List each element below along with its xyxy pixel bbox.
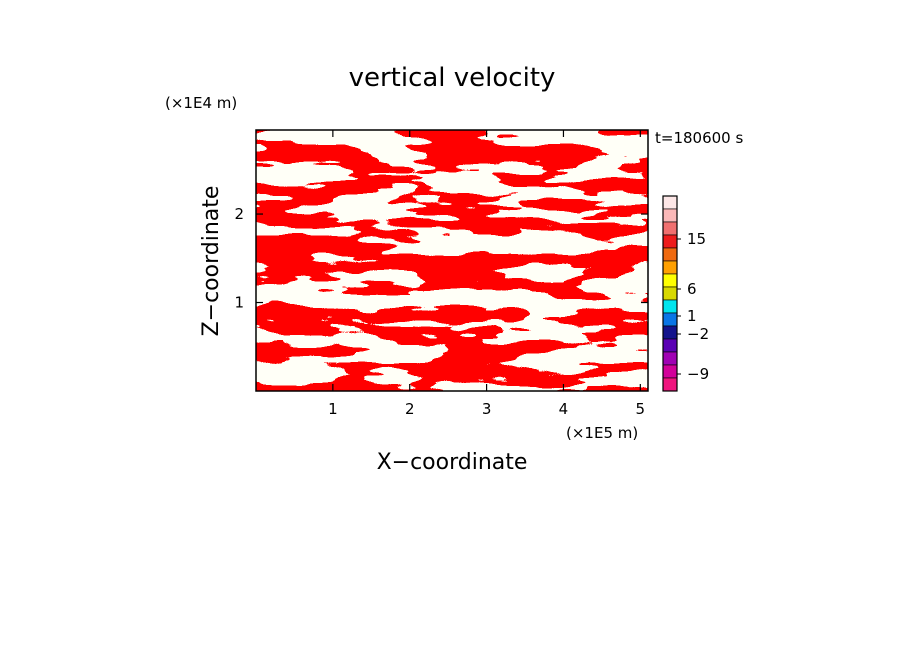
colorbar-band (662, 260, 678, 275)
colorbar-label: −2 (687, 325, 709, 343)
plot-area (255, 129, 649, 392)
x-scale-label: (×1E5 m) (566, 424, 638, 442)
x-axis-ticks: 1 2 3 4 5 (328, 130, 645, 418)
colorbar-band (662, 273, 678, 288)
colorbar-label: 1 (687, 307, 697, 325)
x-tick-label: 2 (405, 400, 415, 418)
y-tick-label: 1 (234, 294, 244, 312)
colorbar-band (662, 247, 678, 262)
x-tick-label: 4 (559, 400, 569, 418)
colorbar-label: 15 (687, 230, 706, 248)
y-scale-label: (×1E4 m) (165, 94, 237, 112)
x-axis-label: X−coordinate (377, 450, 528, 475)
y-tick-label: 2 (234, 205, 244, 223)
colorbar-label: −9 (687, 365, 709, 383)
colorbar-band (662, 351, 678, 366)
plot-frame (255, 129, 649, 392)
colorbar-band (662, 312, 678, 327)
colorbar-band (662, 377, 678, 392)
colorbar-band (662, 286, 678, 301)
x-tick-label: 5 (636, 400, 646, 418)
colorbar-band (662, 195, 678, 210)
colorbar-band (662, 208, 678, 223)
colorbar-band (662, 234, 678, 249)
colorbar-band (662, 364, 678, 379)
colorbar-label: 6 (687, 280, 697, 298)
colorbar-band (662, 299, 678, 314)
x-tick-label: 1 (328, 400, 338, 418)
y-axis-label: Z−coordinate (199, 186, 224, 337)
y-axis-ticks: 12 (234, 205, 648, 312)
colorbar-band (662, 221, 678, 236)
x-tick-label: 3 (482, 400, 492, 418)
colorbar-frame (662, 195, 678, 392)
colorbar-band (662, 338, 678, 353)
chart-title: vertical velocity (349, 63, 556, 93)
colorbar-band (662, 325, 678, 340)
velocity-field (256, 130, 648, 391)
time-label: t=180600 s (655, 129, 743, 147)
colorbar: 15 6 1−2 −9 (662, 195, 709, 392)
